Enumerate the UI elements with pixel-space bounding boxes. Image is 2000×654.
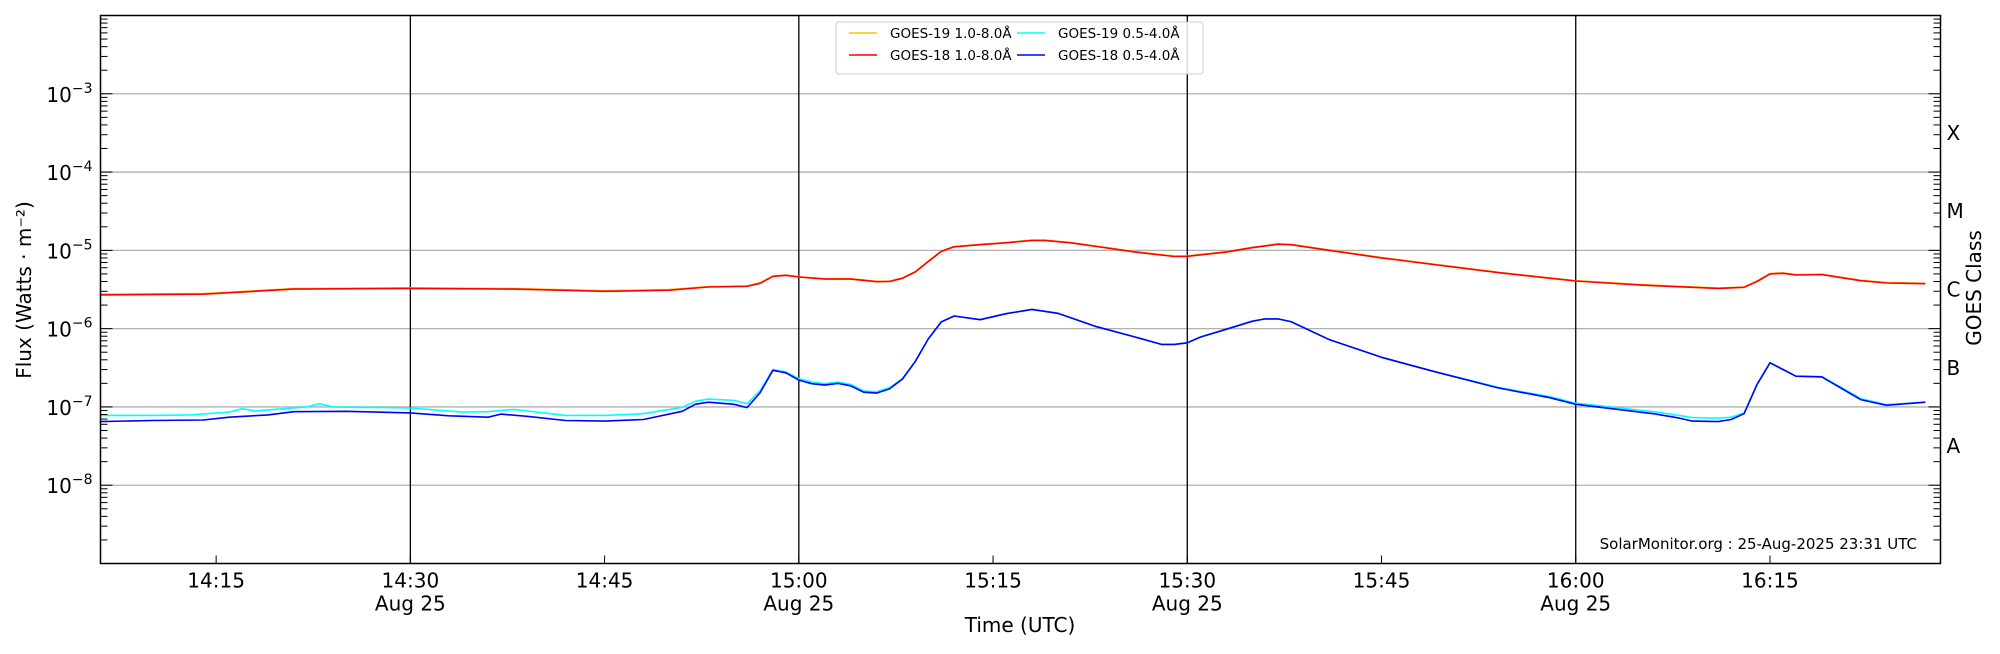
x-tick-date-label: Aug 25 xyxy=(1540,592,1611,616)
legend-box xyxy=(835,21,1204,75)
goes-class-labels: A B C M X xyxy=(1947,121,1964,458)
x-tick-label: 16:00 xyxy=(1547,569,1605,593)
y-tick-label: 10−4 xyxy=(46,159,92,185)
x-tick-label: 14:15 xyxy=(187,569,245,593)
series-line-1 xyxy=(99,239,1926,296)
goes-class-label: B xyxy=(1947,356,1961,380)
grid-lines xyxy=(100,93,1941,486)
legend-entry-label: GOES-19 1.0-8.0Å xyxy=(890,25,1012,42)
y-tick-label: 10−8 xyxy=(46,472,92,498)
legend: GOES-19 1.0-8.0Å GOES-18 1.0-8.0Å GOES-19 … xyxy=(835,21,1204,75)
x-tick-label: 14:45 xyxy=(576,569,634,593)
x-tick-label: 14:30 xyxy=(382,569,440,593)
day-lines xyxy=(409,15,1577,564)
x-tick-label: 15:15 xyxy=(964,569,1022,593)
goes-class-label: C xyxy=(1947,278,1961,302)
series-line-2 xyxy=(99,308,1926,419)
x-tick-date-label: Aug 25 xyxy=(1152,592,1223,616)
y-tick-label: 10−5 xyxy=(46,237,92,263)
legend-entry-label: GOES-18 0.5-4.0Å xyxy=(1058,47,1180,64)
x-tick-date-label: Aug 25 xyxy=(375,592,446,616)
x-tick-date-label: Aug 25 xyxy=(763,592,834,616)
watermark: SolarMonitor.org : 25-Aug-2025 23:31 UTC xyxy=(1600,535,1917,553)
y-tick-label: 10−3 xyxy=(46,81,92,107)
y-axis-ticks: 10−8 10−7 10−6 10−5 10−4 10−3 xyxy=(46,18,1941,564)
legend-entry-label: GOES-19 0.5-4.0Å xyxy=(1058,25,1180,42)
x-tick-label: 16:15 xyxy=(1741,569,1799,593)
x-tick-label: 15:30 xyxy=(1158,569,1216,593)
x-tick-label: 15:00 xyxy=(770,569,828,593)
x-tick-label: 15:45 xyxy=(1353,569,1411,593)
right-axis-label: GOES Class xyxy=(1962,230,1986,346)
y-axis-label: Flux (Watts · m⁻²) xyxy=(12,201,36,379)
plot-frame xyxy=(99,14,1942,565)
goes-class-label: M xyxy=(1947,199,1964,223)
series-lines xyxy=(99,239,1926,423)
legend-entry-label: GOES-18 1.0-8.0Å xyxy=(890,47,1012,64)
series-line-3 xyxy=(99,308,1926,423)
x-axis-label: Time (UTC) xyxy=(964,613,1076,637)
goes-class-label: A xyxy=(1947,434,1961,458)
y-tick-label: 10−7 xyxy=(46,394,92,420)
y-tick-label: 10−6 xyxy=(46,316,92,342)
goes-class-label: X xyxy=(1947,121,1961,145)
